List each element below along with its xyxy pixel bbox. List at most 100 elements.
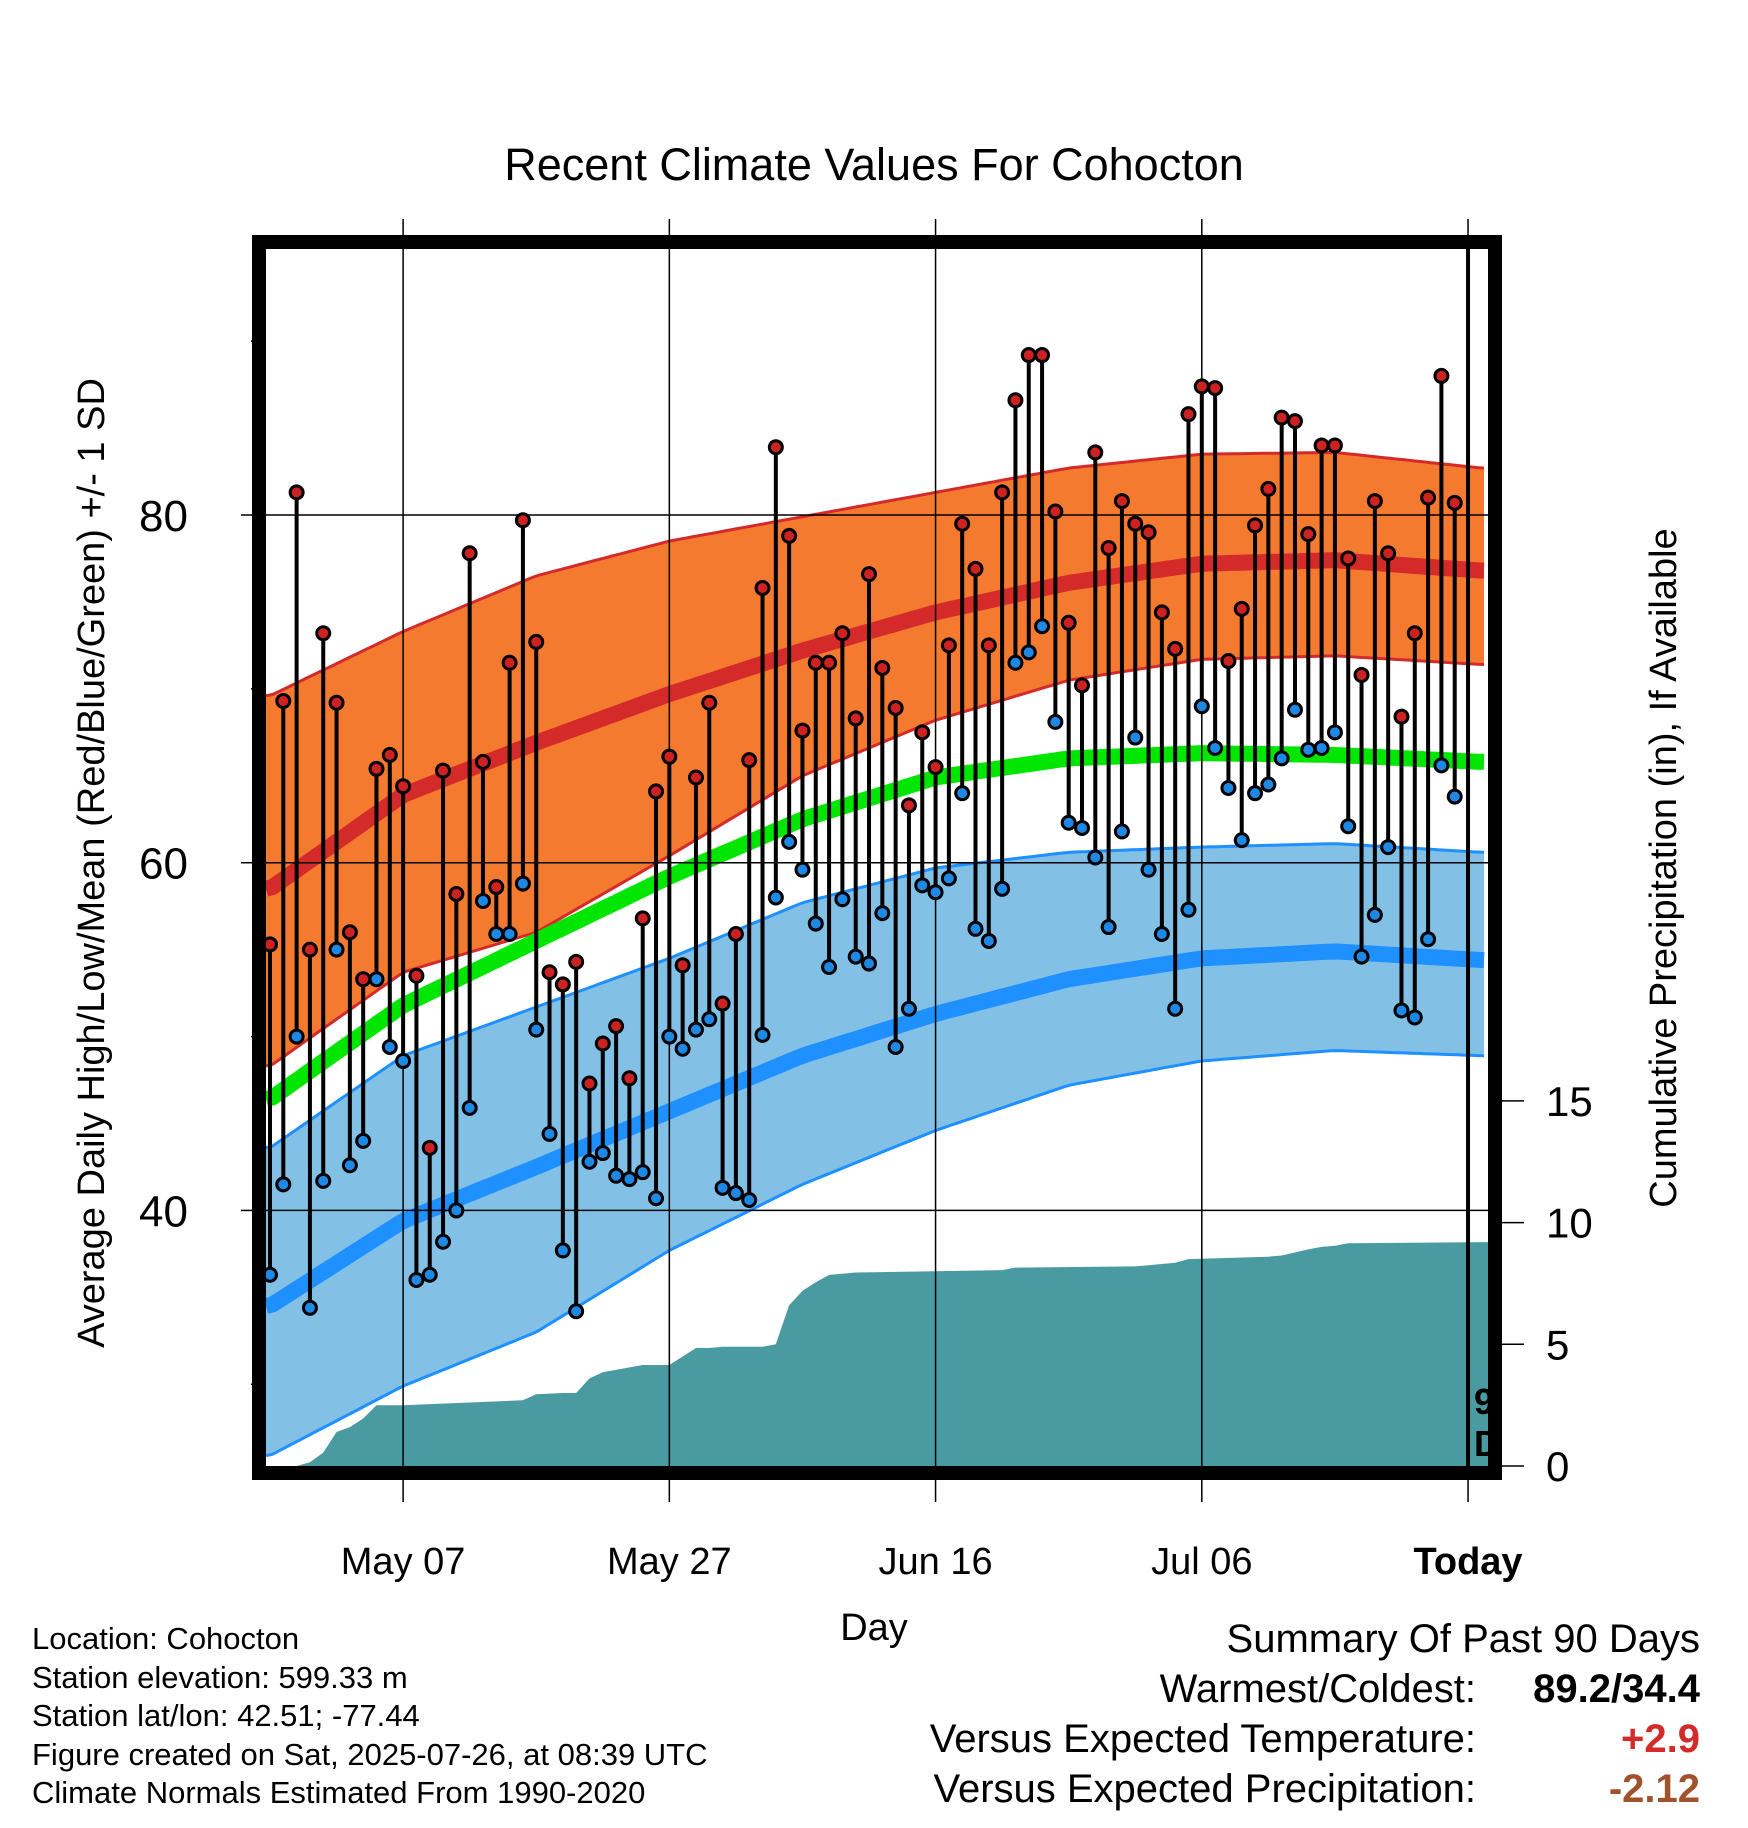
summary-precip-label: Versus Expected Precipitation: <box>933 1767 1476 1811</box>
daily-high-point <box>315 625 332 642</box>
daily-high-point <box>266 936 278 953</box>
daily-low-point <box>754 1026 771 1043</box>
summary-temp-row: Versus Expected Temperature: +2.9 <box>930 1714 1700 1764</box>
daily-high-point <box>1393 708 1410 725</box>
daily-high-point <box>980 637 997 654</box>
daily-high-point <box>608 1018 625 1035</box>
info-created: Figure created on Sat, 2025-07-26, at 08… <box>32 1736 708 1772</box>
daily-high-point <box>648 783 665 800</box>
daily-low-point <box>994 880 1011 897</box>
daily-high-point <box>1366 493 1383 510</box>
daily-low-point <box>634 1164 651 1181</box>
y2-tick-label: 5 <box>1546 1321 1569 1368</box>
info-location: Location: Cohocton <box>32 1621 300 1656</box>
daily-high-point <box>1113 493 1130 510</box>
daily-high-point <box>1180 406 1197 423</box>
daily-low-point <box>767 889 784 906</box>
daily-high-point <box>1140 524 1157 541</box>
daily-high-point <box>1433 367 1450 384</box>
daily-low-point <box>807 915 824 932</box>
daily-low-point <box>1034 618 1051 635</box>
daily-high-point <box>767 439 784 456</box>
daily-low-point <box>940 870 957 887</box>
daily-high-point <box>807 654 824 671</box>
x-tick-label: Today <box>1413 1541 1522 1583</box>
daily-high-point <box>341 924 358 941</box>
daily-low-point <box>1047 713 1064 730</box>
daily-high-point <box>900 797 917 814</box>
daily-low-point <box>514 875 531 892</box>
daily-low-point <box>355 1132 372 1149</box>
daily-low-point <box>914 877 931 894</box>
info-elevation: Station elevation: 599.33 m <box>32 1659 408 1695</box>
daily-high-point <box>1233 600 1250 617</box>
daily-high-point <box>1020 347 1037 364</box>
summary-title: Summary Of Past 90 Days <box>1226 1617 1700 1661</box>
daily-high-point <box>448 886 465 903</box>
daily-low-point <box>927 884 944 901</box>
daily-low-point <box>608 1167 625 1184</box>
daily-low-point <box>541 1125 558 1142</box>
y2-tick-label: 0 <box>1546 1443 1569 1490</box>
daily-low-point <box>861 955 878 972</box>
daily-low-point <box>741 1191 758 1208</box>
daily-high-point <box>554 976 571 993</box>
daily-high-point <box>1247 517 1264 534</box>
daily-high-point <box>1326 437 1343 454</box>
daily-low-point <box>621 1171 638 1188</box>
daily-high-point <box>1153 604 1170 621</box>
daily-low-point <box>1087 849 1104 866</box>
daily-low-point <box>395 1052 412 1069</box>
daily-low-point <box>887 1039 904 1056</box>
summary-panel: Summary Of Past 90 Days Warmest/Coldest:… <box>930 1614 1700 1814</box>
daily-low-point <box>1446 788 1463 805</box>
daily-high-point <box>954 515 971 532</box>
daily-high-point <box>1193 378 1210 395</box>
daily-low-point <box>1406 1009 1423 1026</box>
daily-low-point <box>288 1028 305 1045</box>
daily-high-point <box>1273 409 1290 426</box>
daily-low-point <box>1380 839 1397 856</box>
daily-high-point <box>1260 480 1277 497</box>
daily-low-point <box>967 920 984 937</box>
today-days-label: Days <box>1474 1423 1560 1464</box>
chart-title: Recent Climate Values For Cohocton <box>504 139 1244 190</box>
daily-low-point <box>1300 741 1317 758</box>
daily-low-point <box>1153 925 1170 942</box>
daily-high-point <box>1406 625 1423 642</box>
daily-high-point <box>861 566 878 583</box>
daily-high-point <box>381 746 398 763</box>
daily-high-point <box>674 957 691 974</box>
daily-high-point <box>940 637 957 654</box>
daily-low-point <box>1433 757 1450 774</box>
daily-high-point <box>408 967 425 984</box>
y-tick-label: 60 <box>139 840 188 889</box>
daily-high-point <box>568 953 585 970</box>
x-tick-label: Jun 16 <box>879 1541 993 1583</box>
daily-high-point <box>781 527 798 544</box>
daily-high-point <box>1300 526 1317 543</box>
daily-low-point <box>821 959 838 976</box>
daily-low-point <box>501 925 518 942</box>
daily-low-point <box>554 1242 571 1259</box>
info-latlon: Station lat/lon: 42.51; -77.44 <box>32 1698 420 1733</box>
daily-low-point <box>341 1157 358 1174</box>
summary-precip-row: Versus Expected Precipitation: -2.12 <box>930 1764 1700 1814</box>
daily-low-point <box>421 1266 438 1283</box>
daily-high-point <box>754 580 771 597</box>
daily-high-point <box>967 560 984 577</box>
y2-axis-label: Cumulative Precipitation (in), If Availa… <box>1643 528 1685 1207</box>
daily-high-point <box>594 1035 611 1052</box>
y2-tick-label: 10 <box>1546 1200 1593 1247</box>
daily-low-point <box>461 1099 478 1116</box>
daily-high-point <box>701 694 718 711</box>
low-sd-band <box>266 843 1484 1456</box>
daily-low-point <box>1180 901 1197 918</box>
daily-low-point <box>1233 832 1250 849</box>
x-tick-label: May 07 <box>341 1541 466 1583</box>
daily-low-point <box>474 892 491 909</box>
daily-high-point <box>821 654 838 671</box>
low-normal-line <box>266 943 1485 1314</box>
daily-low-point <box>1167 1000 1184 1017</box>
